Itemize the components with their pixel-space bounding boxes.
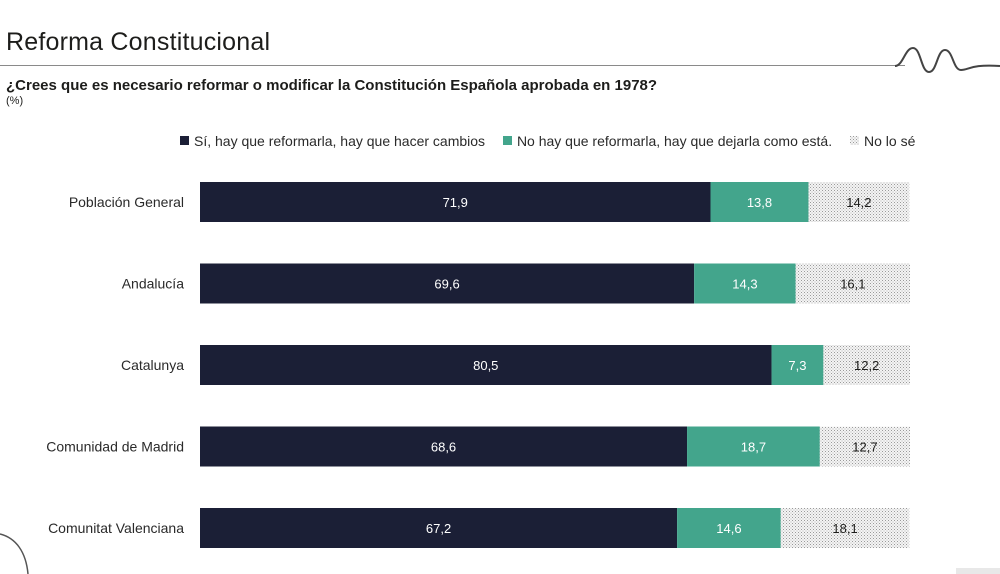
data-label-si: 71,9 xyxy=(443,195,468,210)
chart-unit: (%) xyxy=(6,95,24,107)
data-label-ns: 12,2 xyxy=(854,358,879,373)
stacked-bar-chart: Población General 71,9 13,8 14,2 Andalucía 69… xyxy=(46,182,910,548)
bar-segment-si xyxy=(200,508,678,548)
legend-item-no: No hay que reformarla, hay que dejarla c… xyxy=(502,132,833,149)
data-label-ns: 12,7 xyxy=(852,440,877,455)
chart-legend: Sí, hay que reformarla, hay que hacer ca… xyxy=(180,132,915,152)
legend-swatch-ns xyxy=(850,136,859,145)
bar-segment-no xyxy=(687,426,820,467)
data-label-si: 69,6 xyxy=(434,277,459,292)
data-label-no: 14,6 xyxy=(716,521,741,536)
bar-segment-si xyxy=(200,345,772,385)
legend-item-ns: No lo sé xyxy=(850,133,915,149)
category-label: Andalucía xyxy=(122,276,184,292)
data-label-no: 7,3 xyxy=(788,358,806,373)
data-label-no: 14,3 xyxy=(732,277,757,292)
bar-segment-no xyxy=(710,182,809,222)
legend-swatch-no xyxy=(502,136,512,145)
category-label: Catalunya xyxy=(121,357,184,373)
category-label: Comunitat Valenciana xyxy=(48,520,184,536)
bar-segment-si xyxy=(200,426,688,467)
wave-decoration-icon xyxy=(895,46,1000,74)
page-title: Reforma Constitucional xyxy=(6,28,271,56)
data-label-ns: 16,1 xyxy=(840,277,865,292)
data-label-si: 80,5 xyxy=(473,358,498,373)
legend-label-si: Sí, hay que reformarla, hay que hacer ca… xyxy=(194,132,486,149)
corner-right-decoration-icon xyxy=(956,568,1000,574)
bar-segment-no xyxy=(677,508,781,548)
data-label-no: 18,7 xyxy=(741,440,766,455)
legend-label-ns: No lo sé xyxy=(864,132,915,149)
category-label: Comunidad de Madrid xyxy=(46,439,184,455)
data-label-no: 13,8 xyxy=(747,195,772,210)
bar-segment-ns xyxy=(808,182,910,222)
corner-decoration-icon xyxy=(0,533,29,574)
data-label-si: 67,2 xyxy=(426,521,451,536)
bar-segment-si xyxy=(200,182,711,222)
category-label: Población General xyxy=(69,194,184,210)
bar-segment-ns xyxy=(795,263,910,304)
legend-item-si: Sí, hay que reformarla, hay que hacer ca… xyxy=(180,133,485,149)
data-label-ns: 14,2 xyxy=(846,195,871,210)
legend-swatch-si xyxy=(180,136,189,145)
title-divider xyxy=(0,65,905,66)
bar-segment-ns xyxy=(819,426,910,467)
bar-segment-no xyxy=(771,345,824,385)
data-label-ns: 18,1 xyxy=(832,521,857,536)
bar-segment-ns xyxy=(780,508,910,548)
data-label-si: 68,6 xyxy=(431,440,456,455)
bar-segment-ns xyxy=(823,345,910,385)
legend-label-no: No hay que reformarla, hay que dejarla c… xyxy=(516,132,833,149)
chart-question: ¿Crees que es necesario reformar o modif… xyxy=(6,77,658,94)
bar-segment-no xyxy=(694,263,796,304)
bar-segment-si xyxy=(200,263,695,304)
